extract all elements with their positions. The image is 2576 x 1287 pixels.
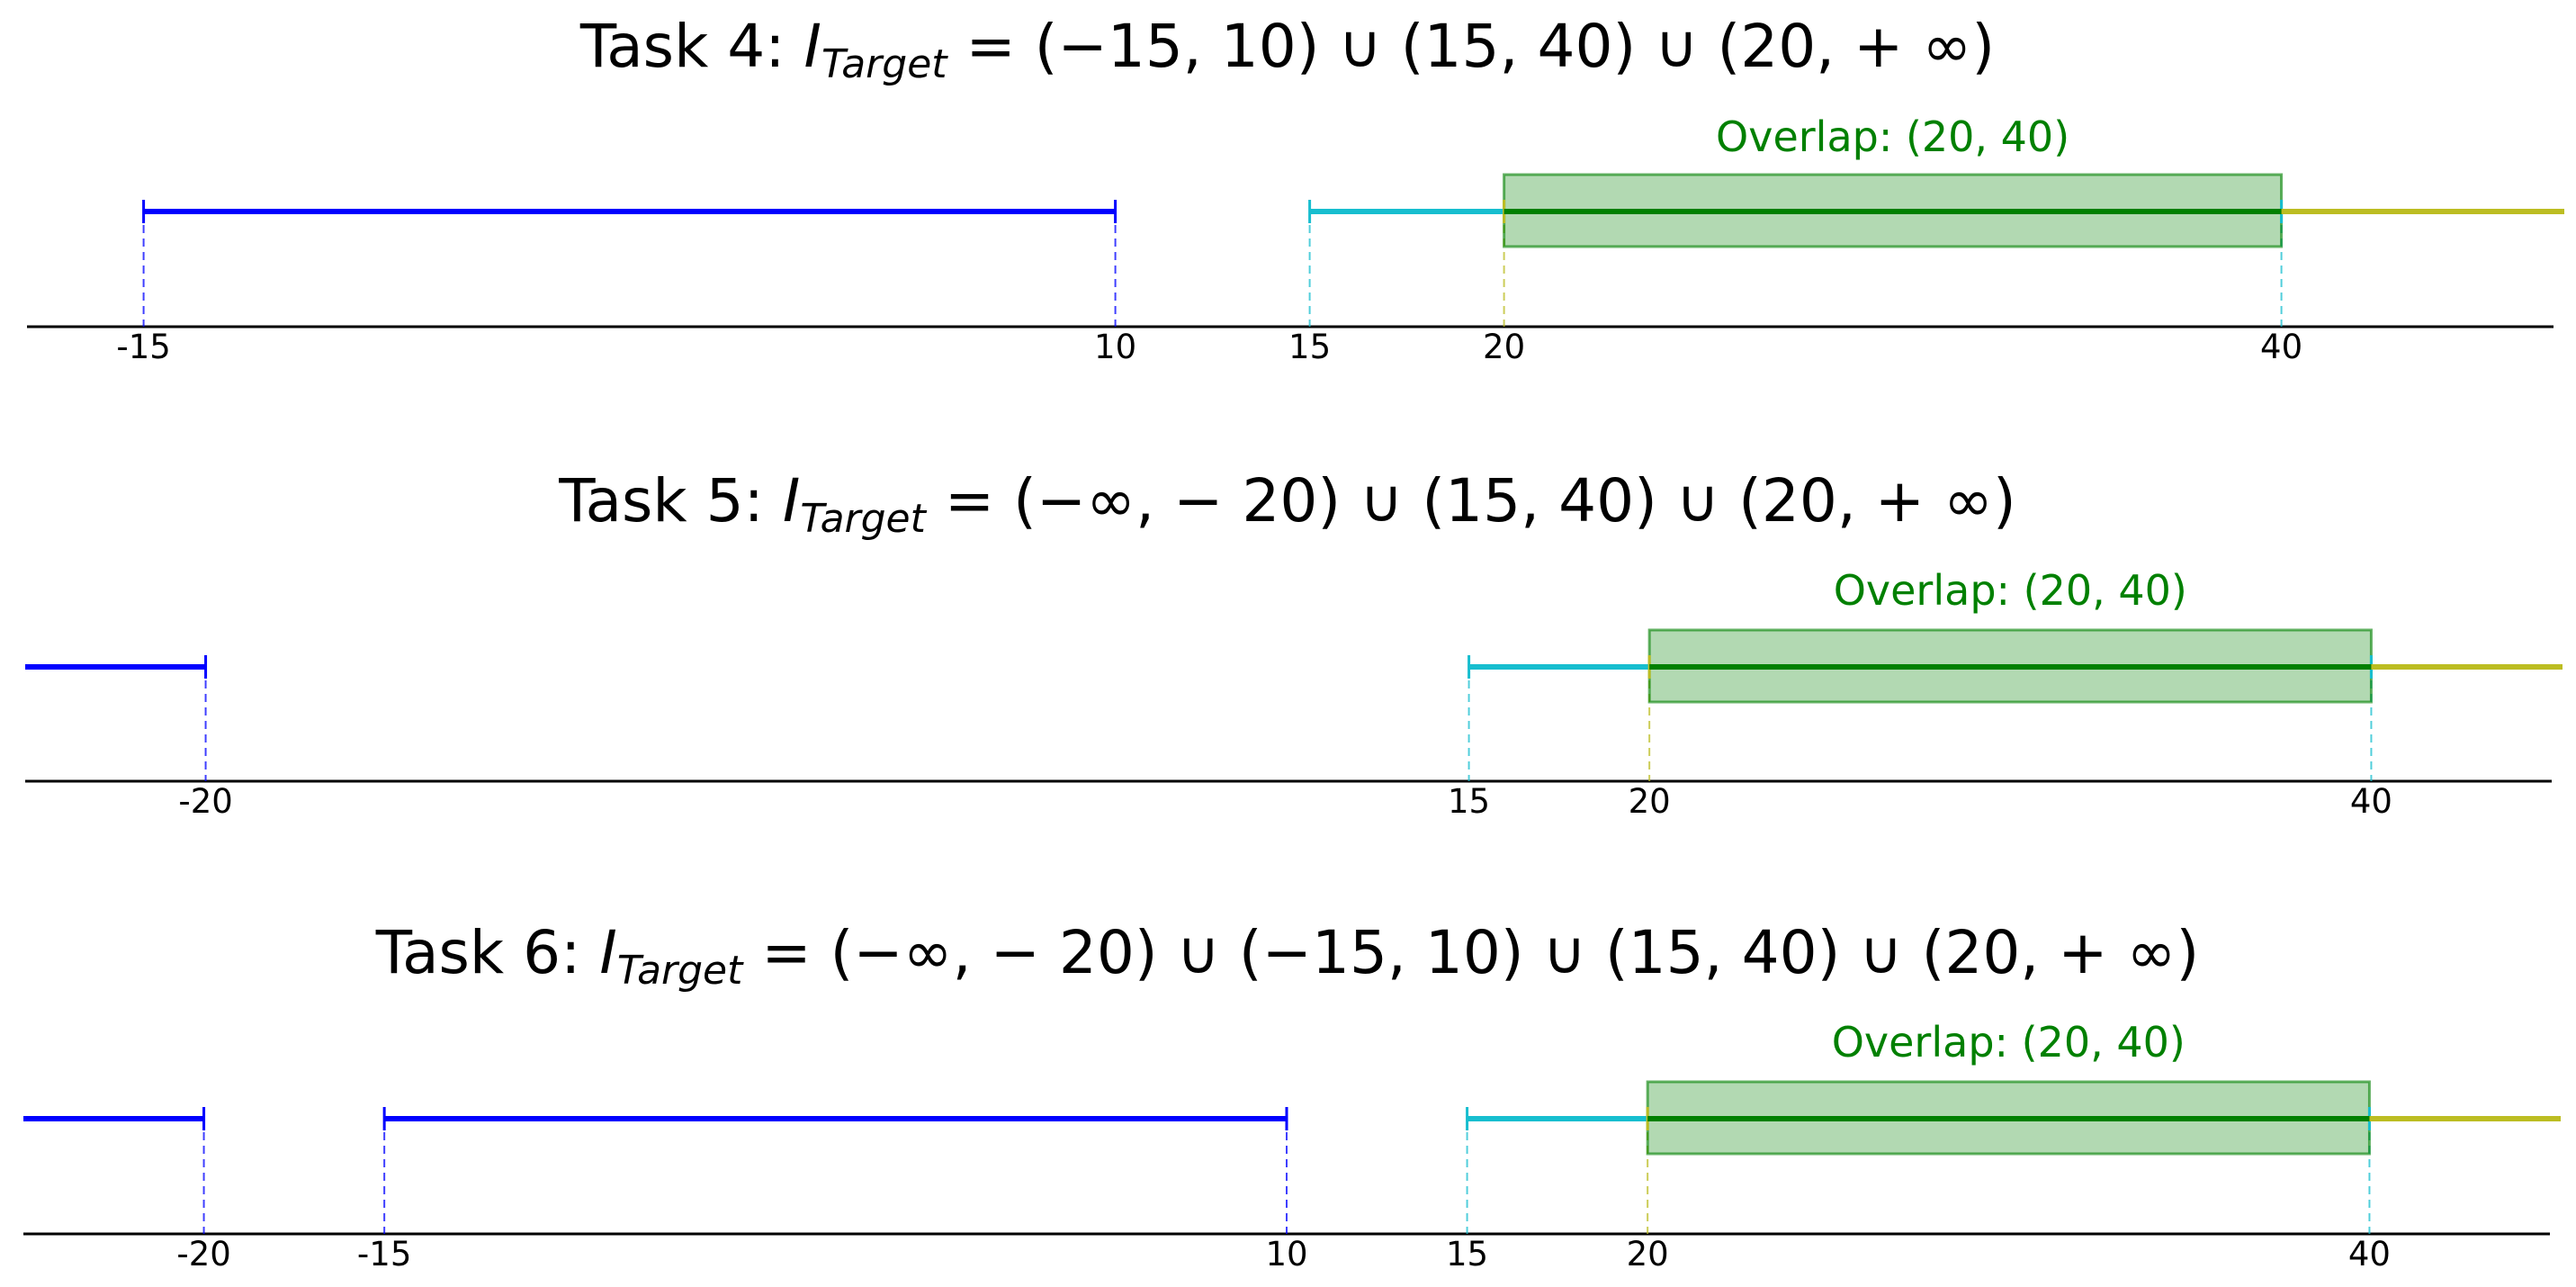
- panel-title: Task 4: ITarget = (−15, 10) ∪ (15, 40) ∪…: [579, 12, 1995, 87]
- overlap-label: Overlap: (20, 40): [1716, 112, 2069, 161]
- tick-label: 40: [2260, 328, 2302, 366]
- tick-label: 15: [1288, 328, 1331, 366]
- tick-label: -15: [116, 328, 170, 366]
- tick-label: -20: [178, 782, 232, 821]
- tick-label: 20: [1627, 1235, 1669, 1274]
- task-6-panel: Task 6: ITarget = (−∞, − 20) ∪ (−15, 10)…: [23, 918, 2561, 1274]
- panel-title: Task 6: ITarget = (−∞, − 20) ∪ (−15, 10)…: [375, 918, 2200, 994]
- tick-label: -20: [176, 1235, 230, 1274]
- tick-label: 10: [1094, 328, 1136, 366]
- tick-label: -15: [357, 1235, 411, 1274]
- tick-label: 15: [1448, 782, 1490, 821]
- task-4-panel: Task 4: ITarget = (−15, 10) ∪ (15, 40) ∪…: [27, 12, 2564, 366]
- tick-label: 20: [1483, 328, 1525, 366]
- task-5-panel: Task 5: ITarget = (−∞, − 20) ∪ (15, 40) …: [25, 466, 2563, 821]
- panel-title: Task 5: ITarget = (−∞, − 20) ∪ (15, 40) …: [558, 466, 2016, 542]
- tick-label: 40: [2348, 1235, 2391, 1274]
- overlap-label: Overlap: (20, 40): [1834, 566, 2187, 615]
- tick-label: 20: [1629, 782, 1671, 821]
- tick-label: 10: [1265, 1235, 1307, 1274]
- tick-label: 40: [2350, 782, 2392, 821]
- tick-label: 15: [1446, 1235, 1488, 1274]
- overlap-label: Overlap: (20, 40): [1832, 1018, 2186, 1066]
